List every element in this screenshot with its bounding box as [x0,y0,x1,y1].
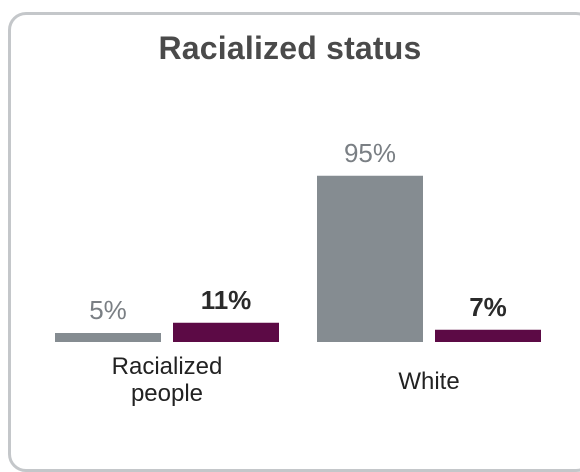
bar [317,175,423,342]
bar [55,333,161,342]
bar-chart: 5% 11% Racialized people 95% 7% White [55,138,541,407]
data-label: 95% [344,138,396,168]
category-label: Racialized people [112,353,223,407]
chart-card [8,12,580,472]
data-label: 5% [89,295,127,325]
bar [173,322,279,342]
bar [435,329,541,342]
chart-title: Racialized status [158,30,422,66]
category-label: White [398,368,459,395]
data-label: 11% [201,285,252,315]
data-label: 7% [469,292,507,322]
